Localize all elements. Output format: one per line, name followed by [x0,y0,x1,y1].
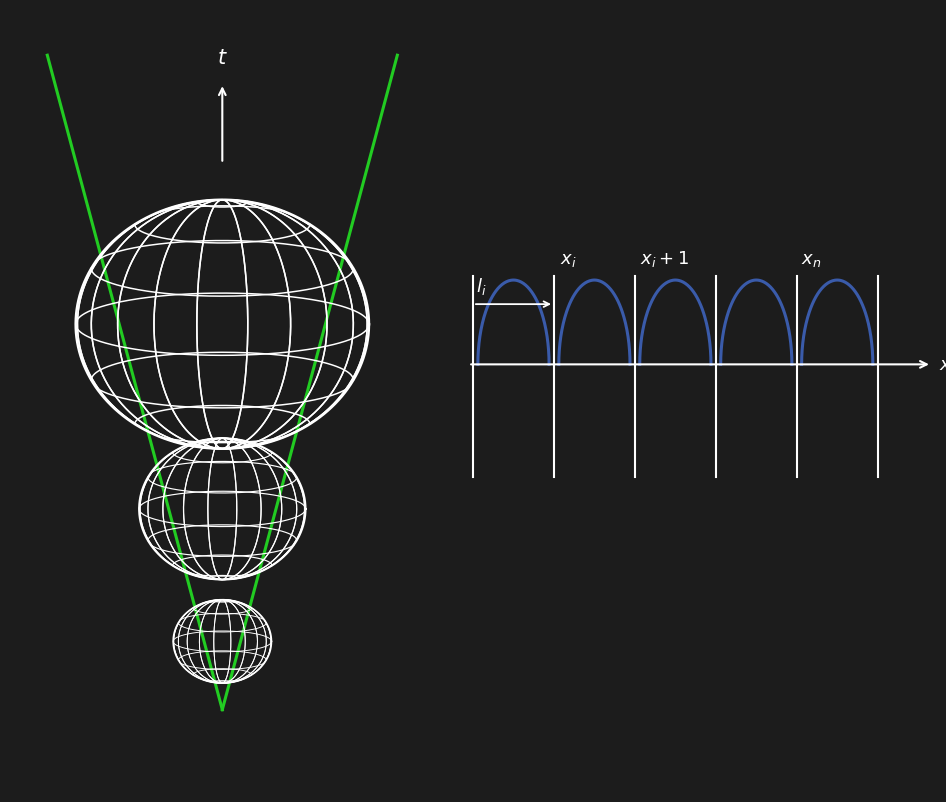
Text: $x_n$: $x_n$ [801,251,822,269]
Text: $t$: $t$ [217,49,228,68]
Text: $x_i + 1$: $x_i + 1$ [639,249,689,269]
Text: $l_i$: $l_i$ [476,276,486,297]
Text: $x$: $x$ [939,356,946,374]
Text: $x_i$: $x_i$ [560,251,576,269]
